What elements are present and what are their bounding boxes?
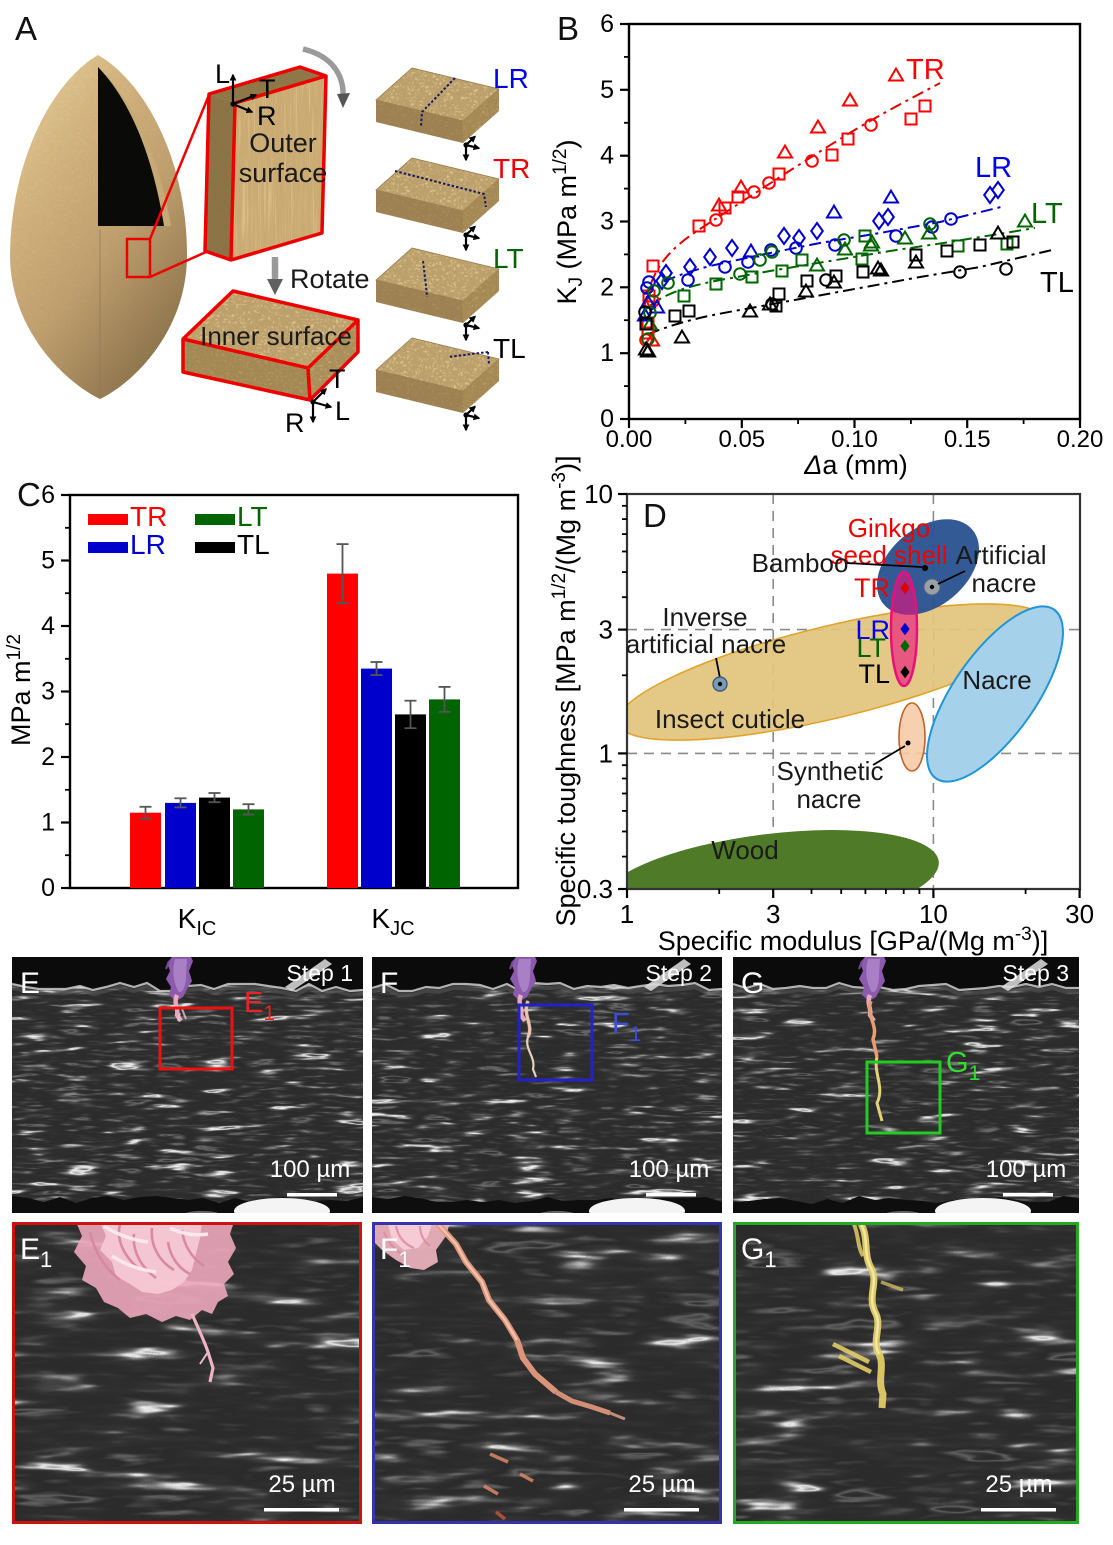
svg-text:1: 1 xyxy=(41,809,55,837)
svg-text:TR: TR xyxy=(493,153,530,184)
svg-text:Inverse: Inverse xyxy=(662,602,747,632)
svg-text:nacre: nacre xyxy=(796,784,861,814)
svg-text:TR: TR xyxy=(130,501,167,532)
svg-text:Step 2: Step 2 xyxy=(646,960,713,986)
svg-text:KJ (MPa m1/2): KJ (MPa m1/2) xyxy=(550,140,587,305)
svg-text:T: T xyxy=(259,74,276,104)
svg-text:Rotate: Rotate xyxy=(290,264,370,294)
svg-text:0.20: 0.20 xyxy=(1057,426,1104,453)
svg-text:4: 4 xyxy=(600,142,614,170)
svg-text:3: 3 xyxy=(41,678,55,706)
svg-text:3: 3 xyxy=(599,615,613,645)
svg-text:nacre: nacre xyxy=(971,568,1036,598)
svg-text:100 µm: 100 µm xyxy=(270,1156,351,1183)
svg-text:3: 3 xyxy=(600,208,614,236)
svg-text:Ginkgo: Ginkgo xyxy=(848,513,930,543)
svg-text:1: 1 xyxy=(620,899,634,929)
svg-text:1: 1 xyxy=(599,738,613,768)
svg-text:LR: LR xyxy=(855,615,890,645)
svg-text:TL: TL xyxy=(1040,267,1074,299)
svg-text:LT: LT xyxy=(856,633,886,663)
svg-text:L: L xyxy=(335,396,350,426)
svg-text:T: T xyxy=(329,364,346,394)
svg-text:R: R xyxy=(257,101,277,131)
svg-text:5: 5 xyxy=(600,76,614,104)
svg-text:6: 6 xyxy=(41,481,55,509)
svg-text:2: 2 xyxy=(600,273,614,301)
svg-text:Bamboo: Bamboo xyxy=(752,548,849,578)
svg-text:Specific modulus [GPa/(Mg m-3): Specific modulus [GPa/(Mg m-3)] xyxy=(658,924,1049,956)
svg-text:D: D xyxy=(643,497,667,534)
svg-text:25 µm: 25 µm xyxy=(985,1471,1052,1498)
svg-text:10: 10 xyxy=(584,479,613,509)
svg-text:6: 6 xyxy=(600,10,614,38)
svg-text:LR: LR xyxy=(493,63,529,94)
svg-text:Inner surface: Inner surface xyxy=(200,321,352,351)
svg-text:TL: TL xyxy=(237,529,270,560)
svg-text:L: L xyxy=(215,59,230,89)
svg-text:TL: TL xyxy=(493,333,526,364)
svg-text:G: G xyxy=(741,967,764,1000)
svg-text:0.3: 0.3 xyxy=(577,874,613,904)
svg-text:Insect cuticle: Insect cuticle xyxy=(655,704,805,734)
svg-text:LT: LT xyxy=(1031,198,1063,230)
svg-text:25 µm: 25 µm xyxy=(628,1471,695,1498)
svg-text:surface: surface xyxy=(239,158,328,188)
svg-text:100 µm: 100 µm xyxy=(986,1156,1067,1183)
svg-text:LT: LT xyxy=(493,243,524,274)
svg-text:0: 0 xyxy=(600,405,614,433)
svg-text:artificial nacre: artificial nacre xyxy=(626,629,786,659)
svg-text:Outer: Outer xyxy=(249,128,317,158)
svg-text:Δa (mm): Δa (mm) xyxy=(803,450,908,480)
svg-text:LR: LR xyxy=(130,529,166,560)
svg-text:TR: TR xyxy=(906,54,945,86)
svg-text:Step 3: Step 3 xyxy=(1003,960,1070,986)
svg-text:0.00: 0.00 xyxy=(606,426,653,453)
svg-text:10: 10 xyxy=(919,899,948,929)
svg-text:KIC: KIC xyxy=(178,903,217,940)
svg-text:0.15: 0.15 xyxy=(944,426,991,453)
svg-text:5: 5 xyxy=(41,547,55,575)
svg-text:0.10: 0.10 xyxy=(831,426,878,453)
svg-text:LR: LR xyxy=(975,152,1012,184)
svg-text:F: F xyxy=(380,967,398,1000)
svg-text:2: 2 xyxy=(41,743,55,771)
svg-text:30: 30 xyxy=(1065,899,1094,929)
svg-text:TL: TL xyxy=(858,659,890,689)
svg-text:0.05: 0.05 xyxy=(718,426,765,453)
svg-text:Specific toughness [MPa m1/2/(: Specific toughness [MPa m1/2/(Mg m-3)] xyxy=(549,456,581,927)
svg-text:Synthetic: Synthetic xyxy=(777,756,884,786)
svg-text:MPa m1/2: MPa m1/2 xyxy=(4,634,36,746)
svg-text:G1: G1 xyxy=(741,1233,777,1272)
svg-text:C: C xyxy=(17,476,41,513)
svg-text:25 µm: 25 µm xyxy=(268,1471,335,1498)
svg-text:3: 3 xyxy=(766,899,780,929)
svg-text:E: E xyxy=(20,967,40,1000)
svg-text:Nacre: Nacre xyxy=(962,665,1031,695)
svg-text:Artificial: Artificial xyxy=(955,540,1046,570)
svg-text:Step 1: Step 1 xyxy=(287,960,354,986)
svg-text:4: 4 xyxy=(41,612,55,640)
svg-text:TR: TR xyxy=(854,573,890,603)
svg-text:R: R xyxy=(285,408,305,438)
svg-text:KJC: KJC xyxy=(371,903,414,940)
svg-text:LT: LT xyxy=(237,501,268,532)
svg-text:Wood: Wood xyxy=(711,835,778,865)
svg-text:100 µm: 100 µm xyxy=(629,1156,710,1183)
svg-text:B: B xyxy=(557,10,579,47)
svg-text:A: A xyxy=(15,10,37,47)
svg-text:0: 0 xyxy=(41,874,55,902)
svg-text:1: 1 xyxy=(600,339,614,367)
